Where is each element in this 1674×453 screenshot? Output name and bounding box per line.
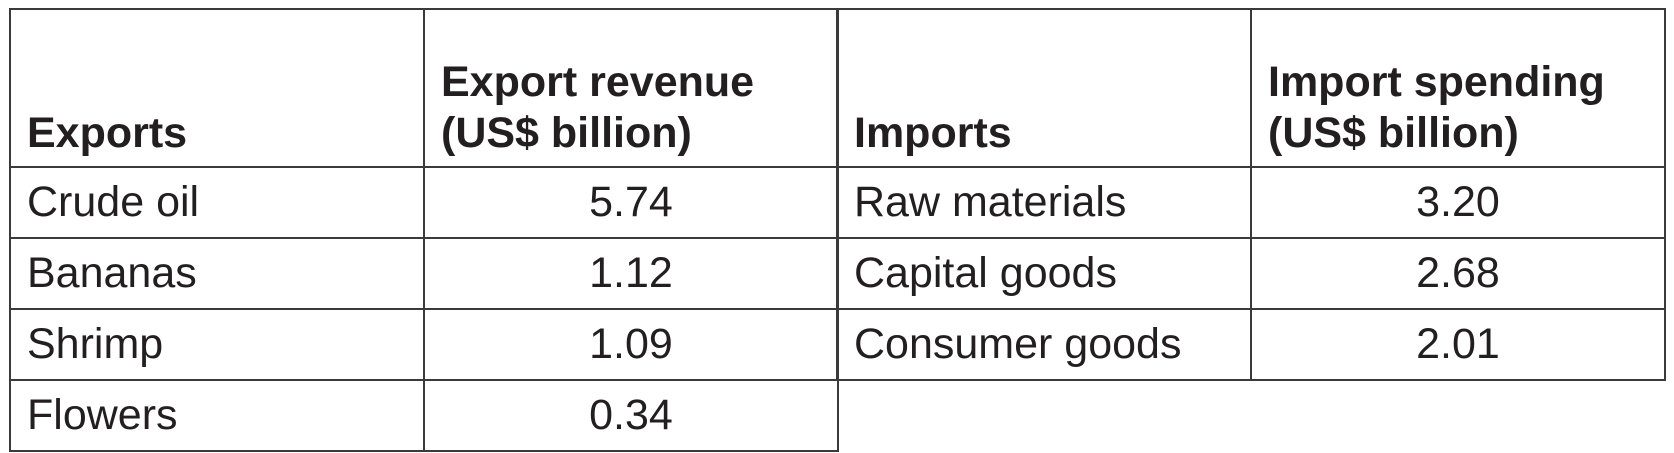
table-row: Bananas 1.12 (9, 237, 839, 310)
import-name: Consumer goods (836, 308, 1252, 381)
exports-header-row: Exports Export revenue (US$ billion) (9, 8, 839, 168)
exports-table: Exports Export revenue (US$ billion) Crud… (9, 8, 839, 452)
imports-header-row: Imports Import spending (US$ billion) (836, 8, 1666, 168)
imports-header-value: Import spending (US$ billion) (1250, 8, 1666, 168)
imports-table: Imports Import spending (US$ billion) Raw… (836, 8, 1666, 381)
import-value: 3.20 (1250, 166, 1666, 239)
export-value: 0.34 (423, 379, 839, 452)
imports-header-value-line2: (US$ billion) (1268, 109, 1519, 158)
export-name: Bananas (9, 237, 425, 310)
import-name: Capital goods (836, 237, 1252, 310)
import-value: 2.01 (1250, 308, 1666, 381)
export-name: Flowers (9, 379, 425, 452)
table-row: Consumer goods 2.01 (836, 308, 1666, 381)
table-row: Capital goods 2.68 (836, 237, 1666, 310)
export-name: Shrimp (9, 308, 425, 381)
exports-header-name: Exports (9, 8, 425, 168)
import-name: Raw materials (836, 166, 1252, 239)
table-row: Shrimp 1.09 (9, 308, 839, 381)
exports-header-value-line1: Export revenue (441, 57, 755, 106)
import-value: 2.68 (1250, 237, 1666, 310)
imports-header-name: Imports (836, 8, 1252, 168)
export-value: 1.12 (423, 237, 839, 310)
export-name: Crude oil (9, 166, 425, 239)
exports-header-value-line2: (US$ billion) (441, 109, 692, 158)
table-row: Crude oil 5.74 (9, 166, 839, 239)
table-row: Raw materials 3.20 (836, 166, 1666, 239)
export-value: 5.74 (423, 166, 839, 239)
imports-header-value-line1: Import spending (1268, 57, 1605, 106)
table-row: Flowers 0.34 (9, 379, 839, 452)
exports-header-value: Export revenue (US$ billion) (423, 8, 839, 168)
export-value: 1.09 (423, 308, 839, 381)
